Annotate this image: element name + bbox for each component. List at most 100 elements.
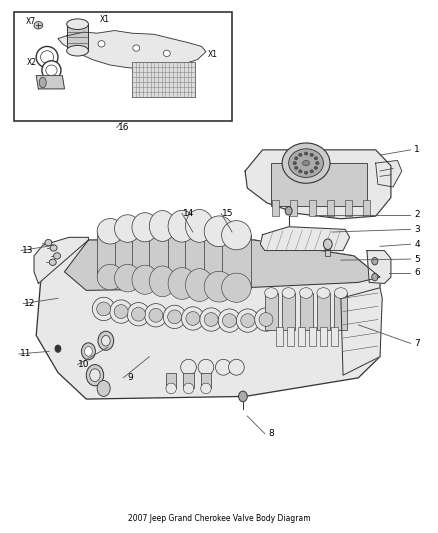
Text: 13: 13	[22, 246, 33, 255]
Bar	[67, 24, 88, 51]
Ellipse shape	[168, 268, 196, 300]
Bar	[149, 226, 176, 281]
Bar	[272, 200, 279, 216]
Ellipse shape	[149, 266, 176, 297]
Ellipse shape	[46, 65, 57, 76]
Bar	[132, 227, 158, 280]
Polygon shape	[260, 227, 350, 251]
Ellipse shape	[181, 359, 196, 375]
Ellipse shape	[372, 257, 378, 265]
Ellipse shape	[85, 346, 92, 356]
Ellipse shape	[223, 314, 237, 327]
Ellipse shape	[50, 245, 57, 251]
Ellipse shape	[198, 359, 214, 375]
Ellipse shape	[34, 21, 43, 29]
Ellipse shape	[67, 45, 88, 56]
Polygon shape	[367, 251, 391, 284]
Text: 10: 10	[78, 360, 90, 369]
Ellipse shape	[115, 215, 141, 243]
Polygon shape	[245, 150, 391, 219]
Polygon shape	[58, 30, 206, 69]
Ellipse shape	[294, 166, 298, 169]
Ellipse shape	[133, 45, 140, 51]
Ellipse shape	[317, 288, 330, 298]
Ellipse shape	[39, 77, 46, 88]
Ellipse shape	[185, 209, 213, 243]
Ellipse shape	[237, 309, 259, 332]
Bar	[222, 235, 251, 288]
Bar	[201, 373, 211, 389]
Ellipse shape	[204, 216, 234, 247]
Ellipse shape	[323, 239, 332, 249]
Ellipse shape	[86, 365, 104, 386]
Text: 12: 12	[24, 299, 35, 308]
Ellipse shape	[299, 154, 302, 156]
Ellipse shape	[201, 383, 211, 394]
Ellipse shape	[282, 288, 295, 298]
Ellipse shape	[304, 171, 308, 174]
Ellipse shape	[316, 161, 319, 165]
Ellipse shape	[254, 308, 277, 331]
Bar	[14, 12, 232, 120]
Polygon shape	[64, 240, 380, 290]
Bar	[204, 231, 234, 287]
Ellipse shape	[163, 50, 170, 56]
Text: 4: 4	[414, 240, 420, 249]
Bar	[166, 373, 177, 389]
Ellipse shape	[241, 314, 254, 327]
Polygon shape	[376, 160, 402, 187]
Ellipse shape	[97, 381, 110, 397]
Bar	[265, 293, 278, 330]
Text: X7: X7	[25, 17, 35, 26]
Ellipse shape	[145, 304, 167, 327]
Ellipse shape	[259, 313, 273, 326]
Ellipse shape	[98, 331, 114, 350]
Ellipse shape	[304, 152, 308, 155]
Bar	[334, 293, 347, 330]
Polygon shape	[34, 237, 88, 284]
Ellipse shape	[114, 305, 128, 318]
Ellipse shape	[42, 61, 61, 80]
Text: 16: 16	[117, 123, 129, 132]
Ellipse shape	[97, 264, 123, 290]
Bar	[271, 163, 367, 206]
Ellipse shape	[168, 211, 196, 242]
Ellipse shape	[218, 309, 241, 332]
Ellipse shape	[67, 19, 88, 29]
Ellipse shape	[314, 166, 318, 169]
Ellipse shape	[299, 170, 302, 173]
Ellipse shape	[41, 51, 53, 63]
Ellipse shape	[132, 213, 158, 242]
Bar	[132, 62, 195, 97]
Ellipse shape	[131, 308, 145, 321]
Ellipse shape	[185, 269, 213, 302]
Ellipse shape	[300, 288, 313, 298]
Bar	[309, 327, 316, 346]
Ellipse shape	[204, 313, 218, 326]
Text: X2: X2	[27, 58, 37, 67]
Ellipse shape	[168, 310, 182, 324]
Bar	[97, 231, 123, 277]
Ellipse shape	[115, 264, 141, 292]
Ellipse shape	[372, 273, 378, 281]
Ellipse shape	[310, 170, 314, 173]
Ellipse shape	[36, 46, 58, 68]
Text: 9: 9	[127, 373, 133, 382]
Ellipse shape	[102, 335, 110, 346]
Text: 5: 5	[414, 255, 420, 264]
Ellipse shape	[149, 309, 163, 322]
Ellipse shape	[49, 259, 56, 265]
Ellipse shape	[182, 307, 204, 330]
Bar	[317, 293, 330, 330]
Ellipse shape	[97, 302, 111, 316]
Bar	[184, 373, 194, 389]
Ellipse shape	[81, 343, 95, 360]
Ellipse shape	[132, 265, 158, 294]
Text: 7: 7	[414, 339, 420, 348]
Ellipse shape	[45, 239, 52, 246]
Bar	[327, 200, 334, 216]
Bar	[287, 327, 294, 346]
Text: X1: X1	[208, 50, 218, 59]
Ellipse shape	[92, 297, 115, 320]
Ellipse shape	[303, 160, 310, 166]
